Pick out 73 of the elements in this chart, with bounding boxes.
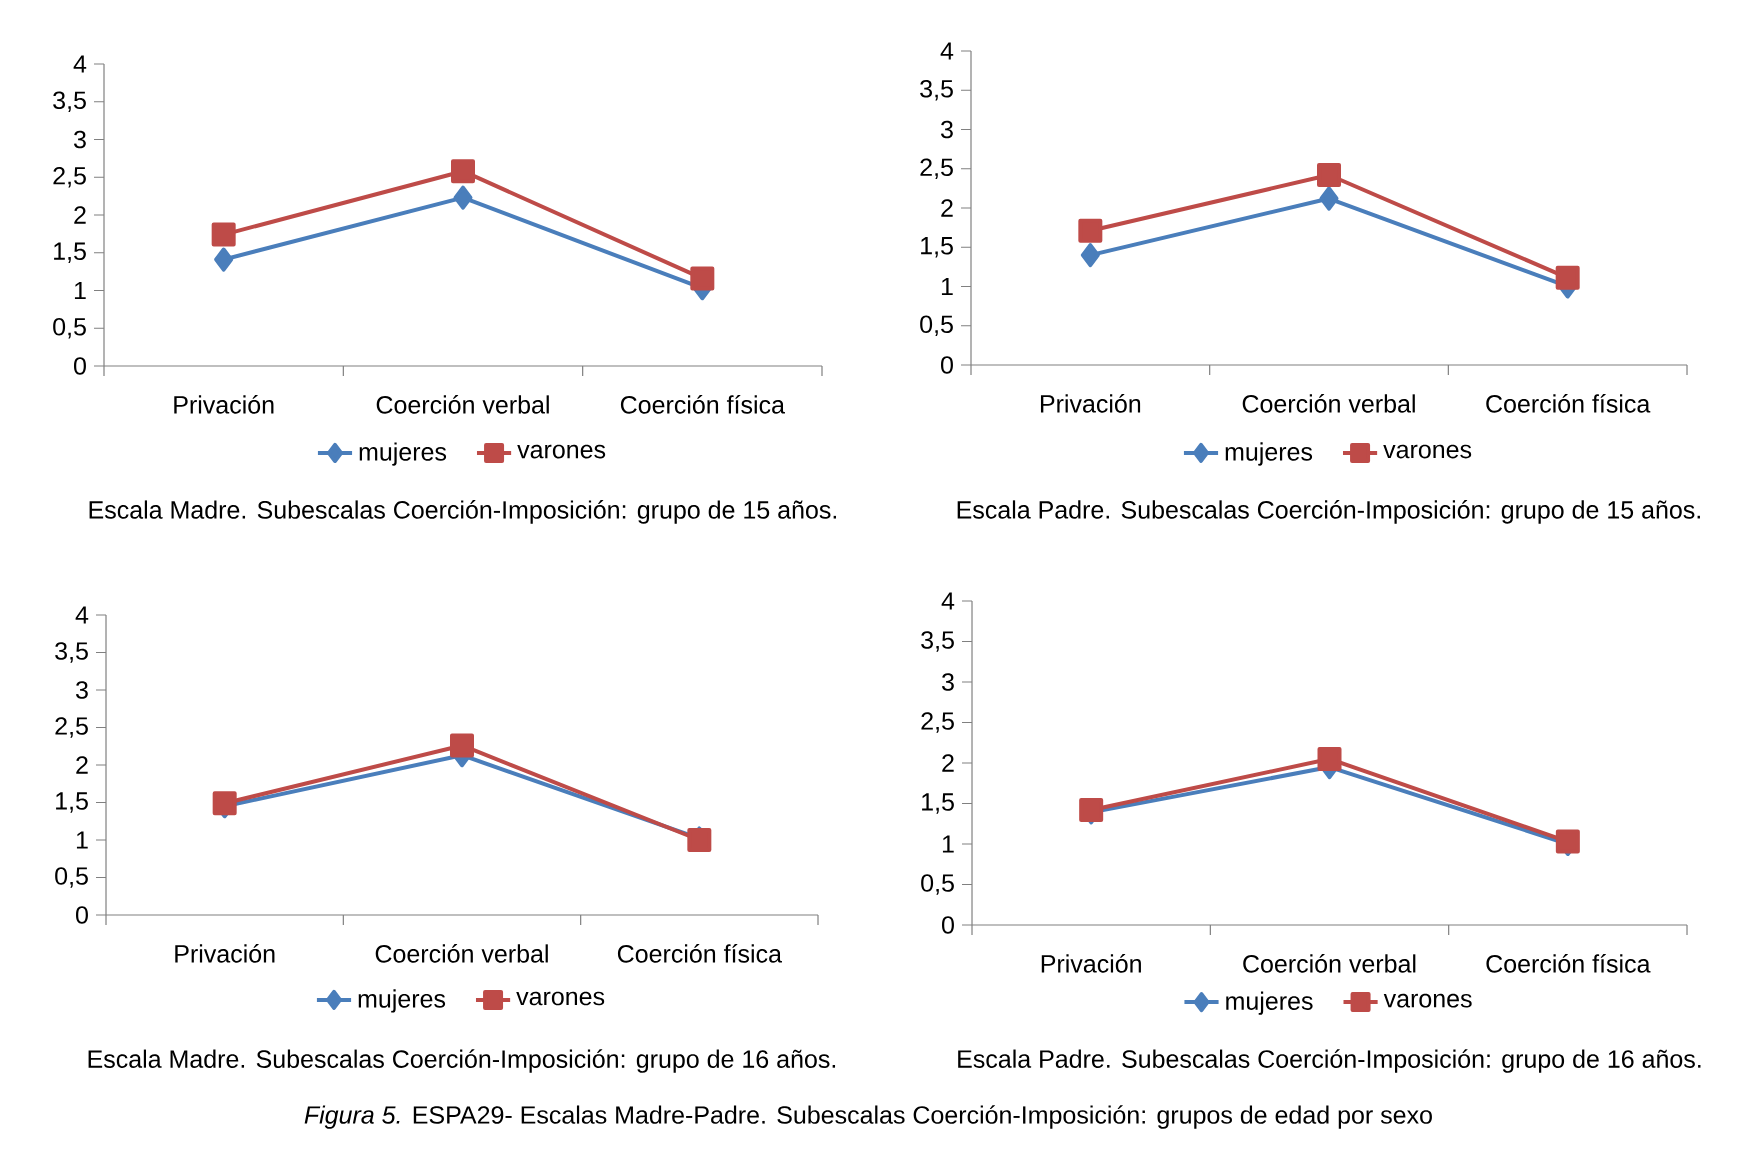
y-tick-label: 1 — [74, 281, 86, 300]
y-tick-label: 1 — [941, 277, 953, 296]
y-tick-label: 2 — [76, 756, 88, 774]
y-tick-label: 4 — [941, 592, 955, 610]
y-tick-label: 0 — [76, 906, 88, 924]
y-tick-label: 0 — [942, 916, 954, 934]
legend-label: varones — [1383, 444, 1472, 459]
x-tick-label: Privación — [1041, 954, 1141, 973]
y-tick-label: 3 — [941, 673, 954, 691]
point — [1555, 265, 1580, 290]
point — [211, 222, 236, 247]
y-tick-label: 4 — [940, 42, 954, 60]
point — [1319, 186, 1339, 211]
y-tick-label: 2 — [74, 206, 86, 224]
y-tick-label: 1,5 — [56, 792, 88, 813]
legend-label: varones — [517, 444, 606, 459]
x-tick-label: Privación — [174, 395, 274, 414]
legend-label: mujeres — [358, 989, 446, 1013]
text: Escala Madre. Subescalas Coerción-Imposición: grupo de 15 años. — [89, 500, 837, 524]
y-tick-label: 2,5 — [55, 717, 88, 738]
y-tick-label: 3,5 — [55, 642, 88, 663]
y-tick-label: 0 — [941, 356, 953, 374]
y-tick-label: 1,5 — [922, 793, 954, 814]
x-tick-label: Coerción física — [1486, 954, 1651, 973]
x-tick-label: Coerción verbal — [1243, 954, 1416, 973]
y-tick-label: 2,5 — [53, 166, 86, 188]
point — [1317, 163, 1342, 188]
y-tick-label: 2 — [942, 754, 954, 772]
legend-label: varones — [516, 991, 605, 1006]
point — [453, 185, 473, 210]
point — [214, 247, 234, 272]
y-tick-label: 1 — [76, 831, 88, 849]
point — [1317, 746, 1342, 771]
point — [1078, 218, 1103, 243]
text: Figura 5. ESPA29- Escalas Madre-Padre. Subescalas Coerción-Imposición: grupos de edad por sexo — [304, 1105, 1432, 1129]
y-tick-label: 0,5 — [55, 867, 88, 888]
y-tick-label: 2 — [941, 199, 953, 217]
point — [450, 733, 474, 758]
y-tick-label: 0,5 — [53, 317, 86, 339]
y-tick-label: 1,5 — [54, 242, 86, 263]
y-tick-label: 2,5 — [920, 158, 953, 180]
x-tick-label: Privación — [175, 944, 275, 963]
x-tick-label: Coerción física — [1486, 394, 1651, 413]
y-tick-label: 2,5 — [921, 712, 954, 733]
point — [1080, 243, 1100, 268]
text: Escala Madre. Subescalas Coerción-Imposición: grupo de 16 años. — [88, 1049, 836, 1073]
y-tick-label: 1 — [942, 835, 954, 853]
y-tick-label: 3,5 — [921, 631, 954, 652]
y-tick-label: 4 — [75, 606, 89, 624]
x-tick-label: Privación — [1040, 394, 1141, 413]
x-tick-label: Coerción física — [617, 944, 782, 963]
text: Escala Padre. Subescalas Coerción-Imposición: grupo de 15 años. — [957, 500, 1700, 524]
x-tick-label: Coerción física — [620, 395, 785, 414]
legend-label: varones — [1383, 993, 1472, 1008]
x-tick-label: Coerción verbal — [375, 944, 548, 963]
point — [690, 266, 715, 291]
y-tick-label: 1,5 — [921, 237, 953, 258]
y-tick-label: 0,5 — [920, 315, 953, 337]
legend-label: mujeres — [1226, 991, 1313, 1015]
y-tick-label: 0 — [74, 357, 86, 375]
legend-label: mujeres — [1225, 442, 1313, 466]
text: Escala Padre. Subescalas Coerción-Imposición: grupo de 16 años. — [958, 1049, 1701, 1073]
y-tick-label: 3,5 — [53, 91, 86, 113]
legend-label: mujeres — [359, 442, 447, 466]
y-tick-label: 3,5 — [920, 79, 953, 101]
y-tick-label: 3 — [73, 130, 86, 149]
y-tick-label: 0,5 — [921, 874, 954, 895]
y-tick-label: 3 — [75, 681, 88, 699]
y-tick-label: 4 — [73, 55, 87, 73]
point — [451, 159, 475, 184]
x-tick-label: Coerción verbal — [1242, 394, 1415, 413]
x-tick-label: Coerción verbal — [376, 395, 549, 414]
y-tick-label: 3 — [940, 120, 953, 139]
